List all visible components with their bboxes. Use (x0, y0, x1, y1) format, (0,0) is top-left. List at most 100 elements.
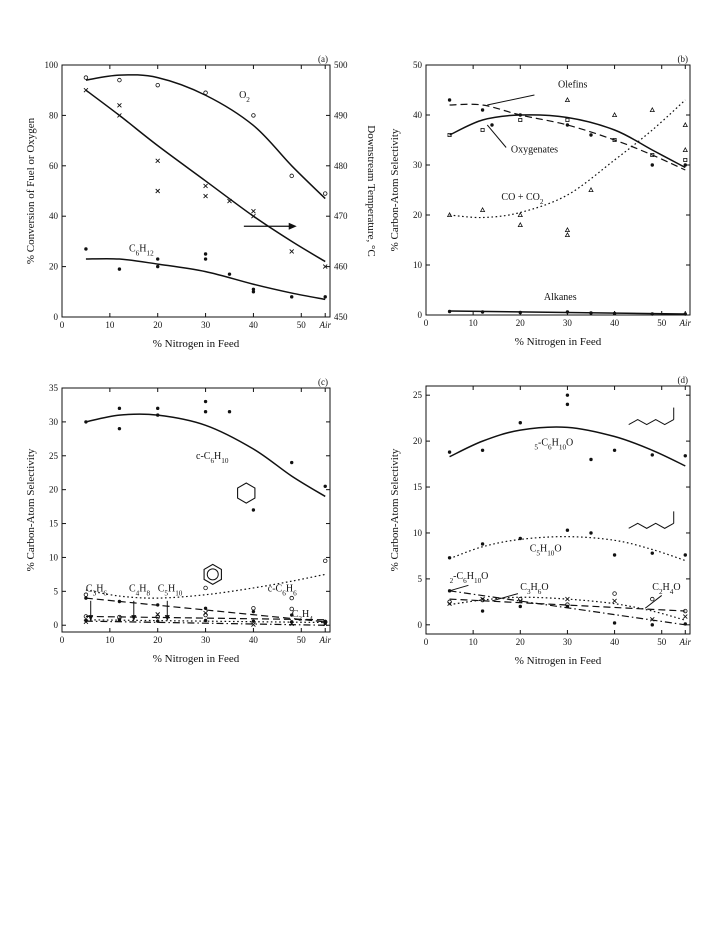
series-co-co2: CO + CO2​ (446, 96, 688, 237)
data-point (480, 108, 485, 112)
data-point (203, 618, 208, 623)
data-point (518, 118, 523, 123)
data-point (203, 410, 208, 414)
data-point (323, 295, 327, 299)
data-point (447, 132, 452, 137)
y2-tick-label: 450 (334, 312, 348, 322)
y2-axis-label: Downstream Temperature, °C (365, 125, 377, 256)
series-label: C3​H6​ (86, 583, 108, 597)
data-point (649, 616, 655, 622)
series-label: Alkanes (544, 292, 577, 303)
y-tick-label: 20 (413, 210, 423, 220)
data-point (84, 596, 88, 600)
series-label: CO + CO2​ (501, 192, 543, 206)
data-point (323, 484, 327, 488)
data-point (83, 87, 89, 93)
x-tick-label: 50 (657, 637, 667, 647)
data-point (650, 596, 655, 602)
plot-frame (61, 64, 331, 318)
panel-b: (b) 0 10 20 30 40 50 Air 0 10 20 30 40 50 % Nitrogen i… (389, 54, 692, 348)
y2-tick-label: 470 (334, 211, 348, 221)
x-tick-label: Air (679, 318, 692, 328)
y2-tick-label: 490 (334, 110, 348, 120)
data-point (117, 77, 122, 83)
y-axis-label: % Carbon-Atom Selectivity (389, 448, 401, 571)
series-label: C2​H4​O (652, 582, 680, 596)
data-point (612, 137, 617, 142)
data-point (683, 553, 687, 557)
x-tick-label: 20 (153, 320, 163, 330)
y-tick-label: 10 (413, 260, 423, 270)
x-tick-label: 50 (297, 320, 307, 330)
data-point (117, 617, 122, 623)
panel-tag: (a) (318, 54, 328, 64)
data-point (447, 589, 452, 593)
olefins-pointer (487, 94, 535, 106)
x-tick-label: 40 (249, 635, 259, 645)
y2-tick-label: 480 (334, 161, 348, 171)
y-tick-label: 100 (45, 60, 59, 70)
data-point (203, 193, 208, 199)
data-point (251, 508, 256, 512)
data-point (155, 158, 161, 164)
data-point (290, 295, 294, 299)
data-point (682, 121, 688, 127)
data-point (117, 426, 122, 431)
series-label: C2​H4​ (292, 609, 314, 623)
x-tick-label: 20 (516, 318, 526, 328)
y-tick-label: 20 (49, 262, 59, 272)
fit-curve (85, 413, 326, 498)
data-point (227, 272, 232, 276)
data-point (203, 399, 208, 404)
data-point (447, 450, 452, 454)
data-point (251, 287, 256, 291)
data-point (682, 614, 688, 619)
series-temperature (83, 87, 328, 269)
fit-curve (85, 89, 326, 263)
x-tick-label: 30 (563, 637, 573, 647)
data-point (155, 82, 160, 88)
data-point (322, 264, 328, 269)
data-point (323, 191, 328, 196)
fit-curve (85, 597, 326, 623)
x-tick-label: 20 (516, 637, 526, 647)
panel-a: (a) 0 10 20 30 40 50 Air 0 20 40 60 80 100 450 460 470 48… (25, 54, 377, 350)
data-point (611, 111, 618, 117)
data-point (480, 127, 485, 132)
x-tick-label: Air (318, 320, 331, 330)
x-tick-label: 0 (60, 320, 65, 330)
data-point (323, 558, 328, 564)
fit-curve (449, 536, 686, 562)
x-axis-label: % Nitrogen in Feed (515, 336, 602, 348)
series-c-c6h6: c-C6​H6​ (83, 558, 328, 601)
data-point (565, 310, 570, 314)
x-axis-label: % Nitrogen in Feed (515, 655, 602, 667)
data-point (518, 536, 522, 541)
data-point (447, 556, 452, 560)
y-tick-label: 0 (54, 620, 59, 630)
data-point (251, 113, 256, 118)
y-tick-label: 25 (413, 390, 423, 400)
data-point (251, 619, 256, 623)
panel-tag: (b) (678, 54, 689, 64)
x-tick-label: 50 (657, 318, 667, 328)
data-point (650, 453, 654, 457)
fit-curve (85, 74, 326, 200)
data-point (203, 606, 208, 610)
data-point (588, 186, 594, 192)
data-point (683, 454, 687, 458)
plot-frame (61, 387, 331, 633)
data-point (683, 312, 687, 316)
y-tick-label: 10 (49, 552, 59, 562)
data-point (612, 621, 617, 625)
series-2-c6h10o: 2​-C6​H10​O (447, 571, 687, 627)
data-point (203, 90, 208, 95)
y-tick-label: 10 (413, 528, 423, 538)
data-point (565, 602, 570, 607)
y-axis-label: % Carbon-Atom Selectivity (25, 448, 37, 571)
benzene-ring-icon (206, 568, 219, 581)
y-tick-label: 60 (49, 161, 59, 171)
series-label: 5​-C6​H10​O (534, 438, 573, 452)
data-point (155, 612, 161, 617)
